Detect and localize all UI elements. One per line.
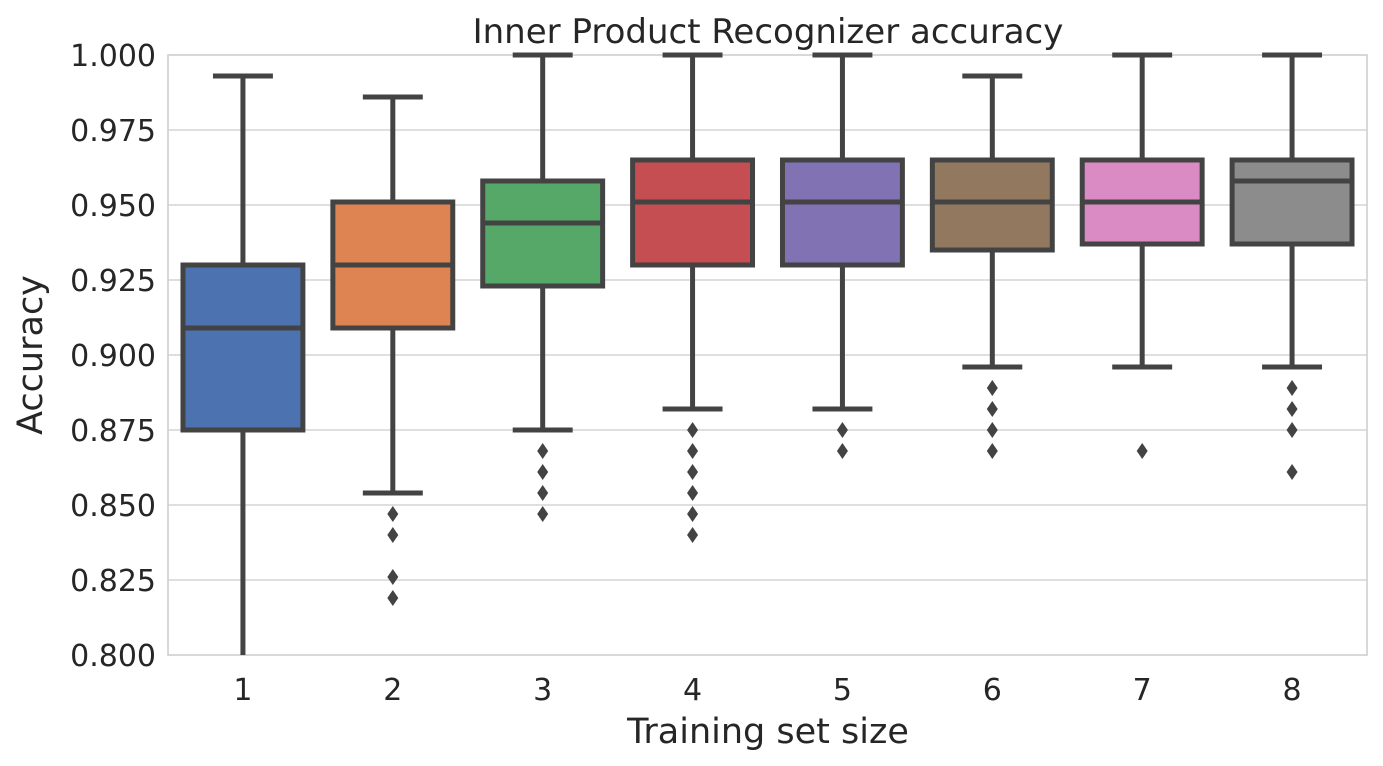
outlier-point: [1286, 401, 1298, 417]
outlier-point: [387, 590, 399, 606]
y-axis-ticks: 0.800 0.825 0.850 0.875 0.900 0.925 0.950 0.975…: [70, 39, 156, 674]
outlier-point: [537, 464, 549, 480]
outlier-point: [1136, 443, 1148, 459]
y-tick-label: 0.975: [70, 114, 156, 149]
box-group: [630, 52, 756, 543]
box-group: [1229, 52, 1355, 480]
y-tick-label: 0.950: [70, 189, 156, 224]
box-group: [330, 94, 456, 606]
outlier-point: [1286, 422, 1298, 438]
box-iqr: [1229, 157, 1355, 247]
y-tick-label: 0.900: [70, 339, 156, 374]
y-tick-label: 0.925: [70, 264, 156, 299]
box-group: [779, 52, 905, 459]
outlier-point: [387, 569, 399, 585]
box-iqr: [779, 157, 905, 268]
box-group: [929, 73, 1055, 459]
chart-title: Inner Product Recognizer accuracy: [473, 12, 1064, 52]
outlier-point: [836, 422, 848, 438]
x-tick-label: 8: [1283, 673, 1302, 708]
outlier-point: [687, 527, 699, 543]
x-tick-label: 5: [833, 673, 852, 708]
outlier-point: [687, 506, 699, 522]
y-tick-label: 1.000: [70, 39, 156, 74]
outlier-point: [687, 422, 699, 438]
x-axis-ticks: 1 2 3 4 5 6 7 8: [233, 673, 1301, 708]
x-tick-label: 2: [383, 673, 402, 708]
outlier-point: [537, 506, 549, 522]
outlier-point: [537, 485, 549, 501]
outlier-point: [836, 443, 848, 459]
y-tick-label: 0.850: [70, 489, 156, 524]
box-group: [480, 52, 606, 522]
y-tick-label: 0.825: [70, 564, 156, 599]
outlier-point: [387, 506, 399, 522]
outlier-point: [687, 443, 699, 459]
outlier-point: [687, 464, 699, 480]
box-group: [1079, 52, 1205, 459]
x-tick-label: 1: [233, 673, 252, 708]
outlier-point: [687, 485, 699, 501]
outlier-point: [986, 443, 998, 459]
y-tick-label: 0.800: [70, 639, 156, 674]
x-tick-label: 4: [683, 673, 702, 708]
box-group: [180, 73, 306, 655]
box-iqr: [929, 157, 1055, 253]
x-axis-label: Training set size: [626, 712, 909, 752]
x-tick-label: 3: [533, 673, 552, 708]
y-tick-label: 0.875: [70, 414, 156, 449]
box-series: [180, 52, 1355, 655]
outlier-point: [986, 401, 998, 417]
y-axis-label: Accuracy: [11, 275, 51, 435]
box-iqr: [180, 262, 306, 433]
outlier-point: [986, 422, 998, 438]
outlier-point: [1286, 380, 1298, 396]
plot-frame: [167, 54, 1368, 656]
box-iqr: [630, 157, 756, 268]
box-iqr: [480, 178, 606, 289]
outlier-point: [387, 527, 399, 543]
x-tick-label: 7: [1133, 673, 1152, 708]
outlier-point: [986, 380, 998, 396]
outlier-point: [1286, 464, 1298, 480]
outlier-point: [537, 443, 549, 459]
x-tick-label: 6: [983, 673, 1002, 708]
